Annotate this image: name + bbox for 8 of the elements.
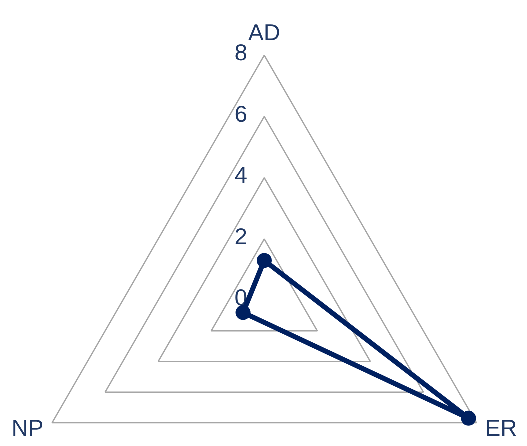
spoke-label: NP xyxy=(12,415,44,441)
y-tick-label: 6 xyxy=(234,100,248,127)
y-tick-label: 2 xyxy=(234,223,248,250)
y-tick-label: 8 xyxy=(234,40,248,66)
spoke-label: ER xyxy=(485,415,518,441)
y-tick-label: 4 xyxy=(234,162,248,188)
spoke-label: AD xyxy=(248,20,280,46)
y-tick-label: 0 xyxy=(234,284,248,310)
